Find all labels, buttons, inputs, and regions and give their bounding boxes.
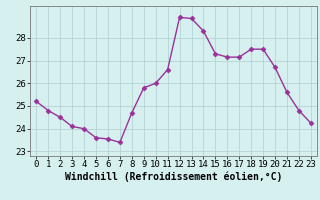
X-axis label: Windchill (Refroidissement éolien,°C): Windchill (Refroidissement éolien,°C) xyxy=(65,172,282,182)
